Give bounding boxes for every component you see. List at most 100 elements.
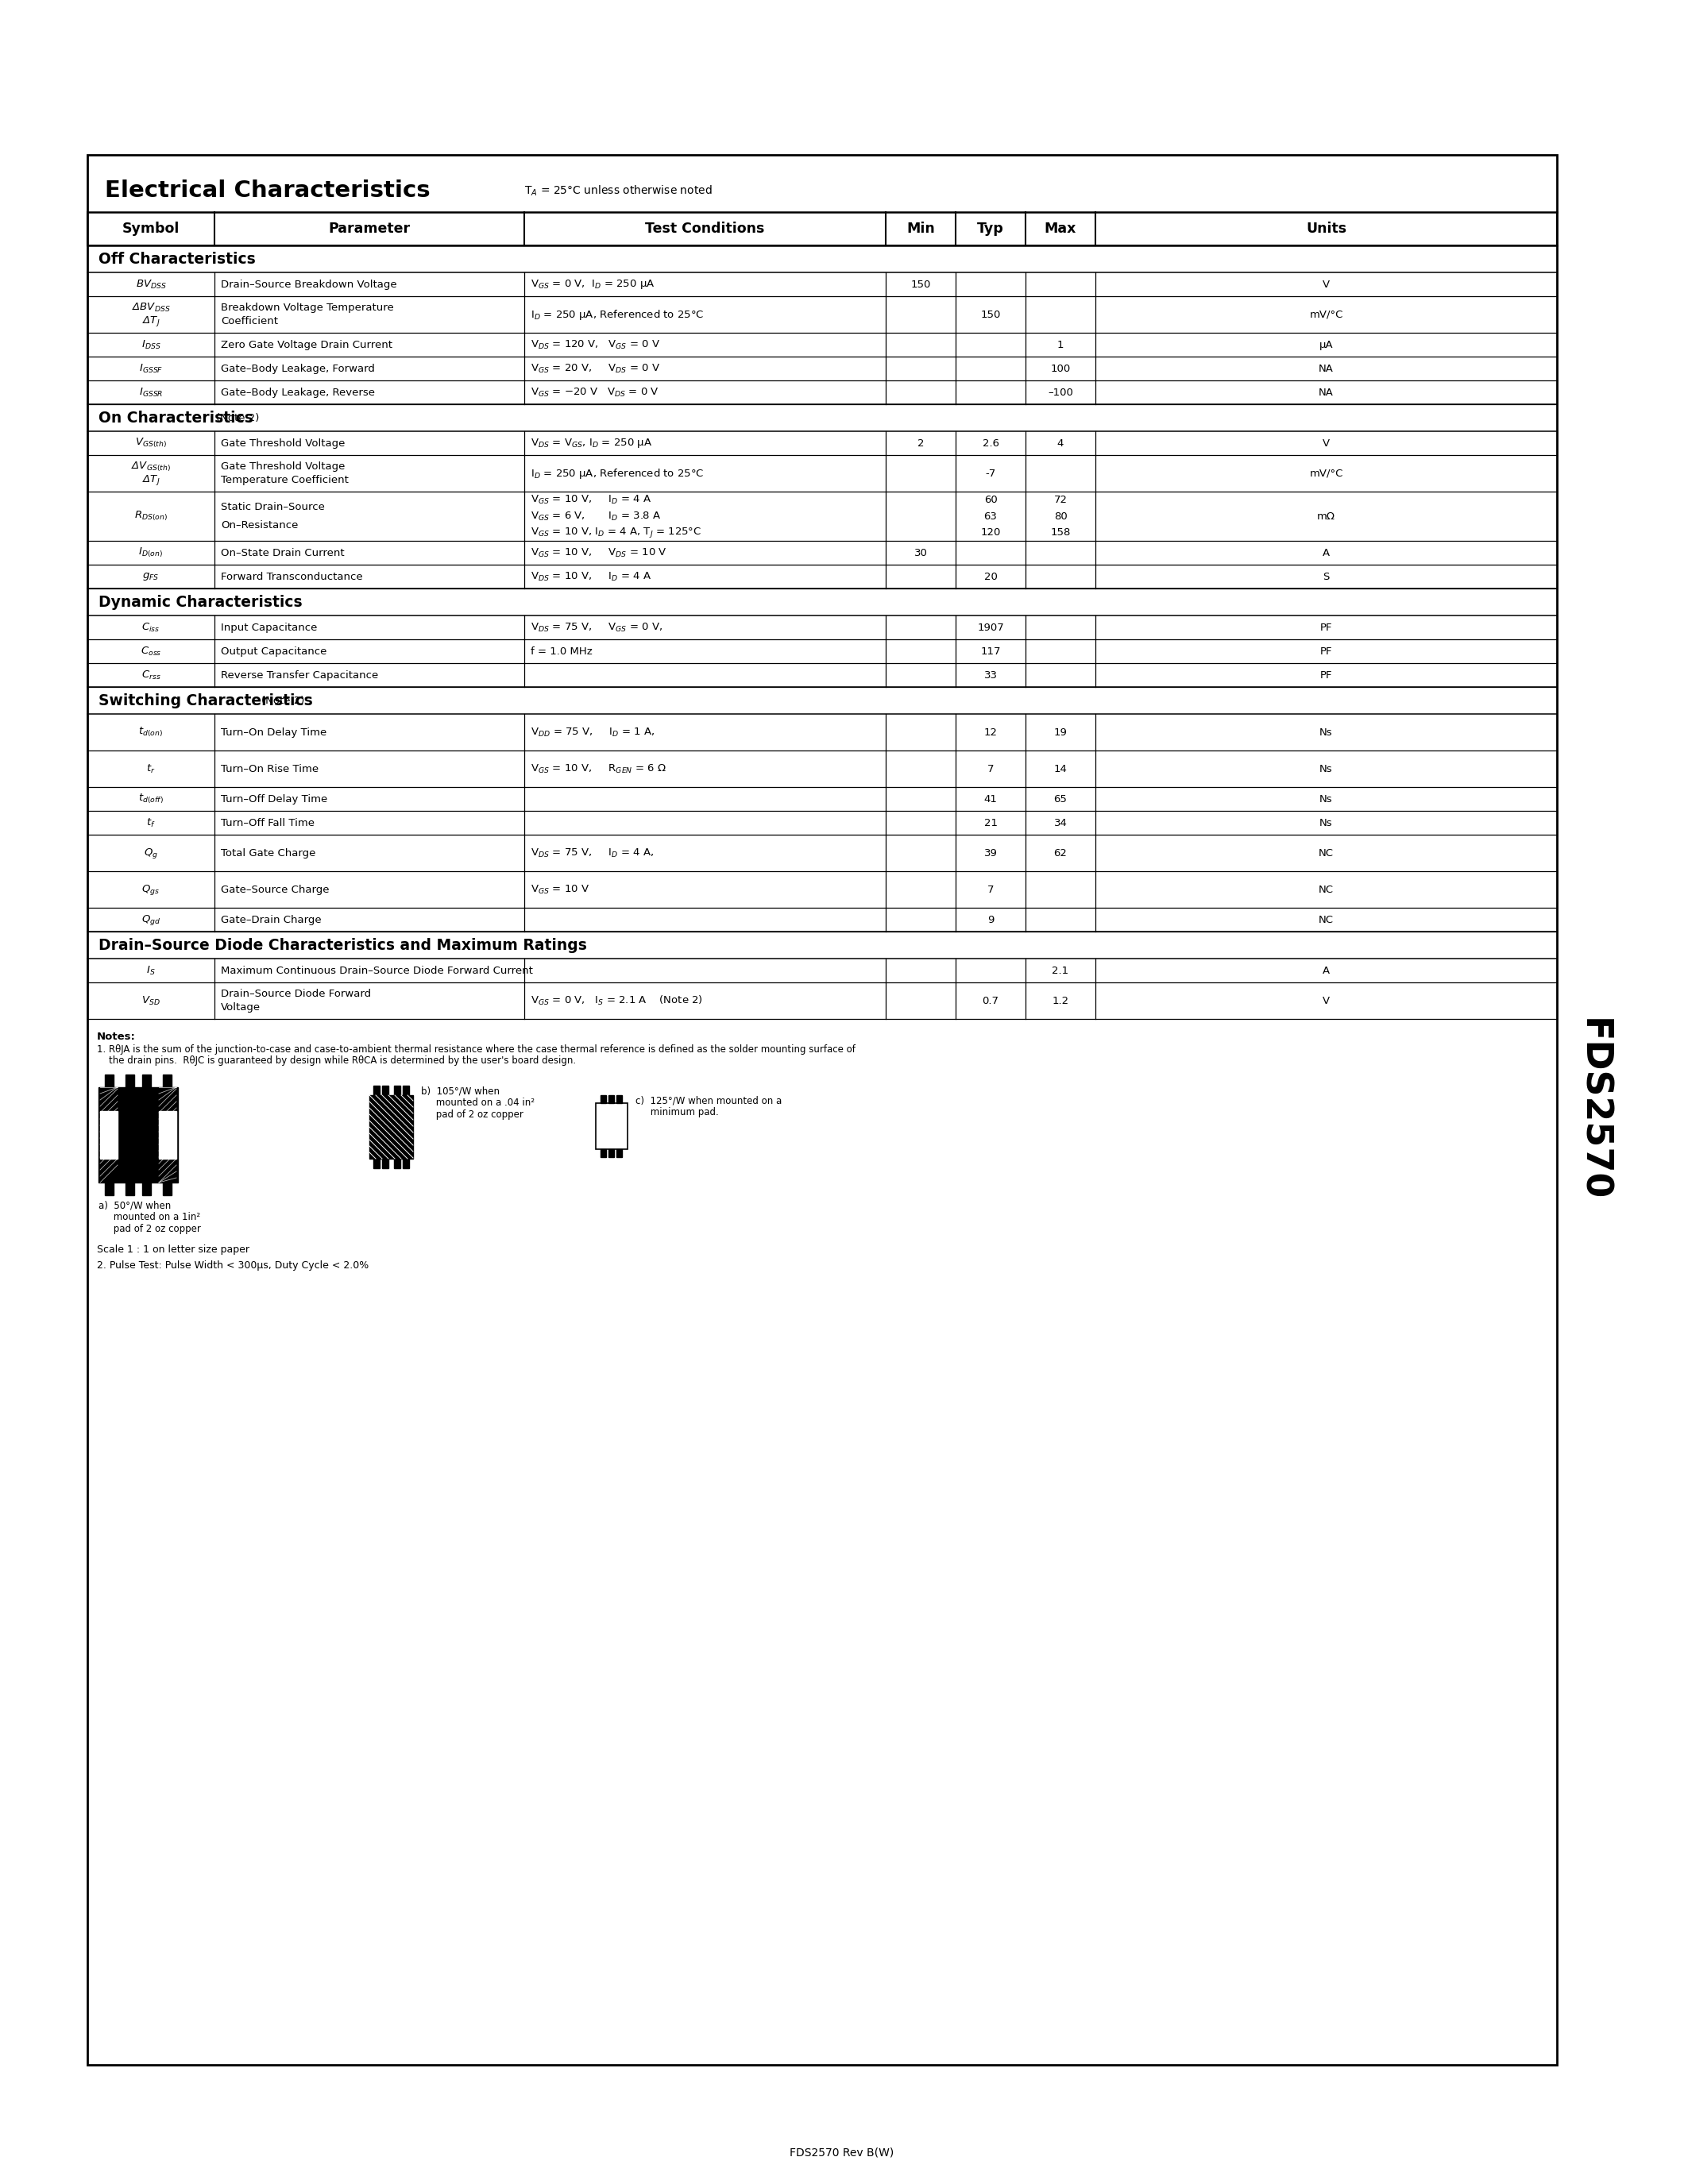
Text: C$_{iss}$: C$_{iss}$ <box>142 622 160 633</box>
Text: Drain–Source Diode Forward: Drain–Source Diode Forward <box>221 989 371 1000</box>
Text: 1907: 1907 <box>977 622 1004 633</box>
Text: 63: 63 <box>984 511 998 522</box>
Text: 41: 41 <box>984 793 998 804</box>
Text: 19: 19 <box>1053 727 1067 738</box>
Text: On–Resistance: On–Resistance <box>221 520 299 531</box>
Text: –100: –100 <box>1048 387 1074 397</box>
Text: 2: 2 <box>917 439 923 448</box>
Text: On–State Drain Current: On–State Drain Current <box>221 548 344 557</box>
Bar <box>381 1160 388 1168</box>
Text: BV$_{DSS}$: BV$_{DSS}$ <box>135 277 167 290</box>
Text: ΔBV$_{DSS}$: ΔBV$_{DSS}$ <box>132 301 170 314</box>
Text: 150: 150 <box>981 310 1001 319</box>
Text: Q$_{gs}$: Q$_{gs}$ <box>142 882 160 895</box>
Text: 100: 100 <box>1050 363 1070 373</box>
Bar <box>403 1085 408 1094</box>
Bar <box>88 155 1556 2064</box>
Text: Static Drain–Source: Static Drain–Source <box>221 502 324 513</box>
Text: 33: 33 <box>984 670 998 679</box>
Text: mΩ: mΩ <box>1317 511 1335 522</box>
Text: NA: NA <box>1318 387 1334 397</box>
Text: Gate–Body Leakage, Forward: Gate–Body Leakage, Forward <box>221 363 375 373</box>
Text: Turn–Off Fall Time: Turn–Off Fall Time <box>221 817 314 828</box>
Text: Off Characteristics: Off Characteristics <box>98 251 255 266</box>
Text: Gate–Drain Charge: Gate–Drain Charge <box>221 915 321 924</box>
Text: 2.1: 2.1 <box>1052 965 1069 976</box>
Text: 1.2: 1.2 <box>1052 996 1069 1007</box>
Text: V$_{GS}$ = 10 V,     I$_{D}$ = 4 A: V$_{GS}$ = 10 V, I$_{D}$ = 4 A <box>530 494 652 507</box>
Text: 1: 1 <box>1057 339 1063 349</box>
Text: Symbol: Symbol <box>122 221 179 236</box>
Text: 7: 7 <box>987 885 994 895</box>
Text: I$_{GSSR}$: I$_{GSSR}$ <box>138 387 164 397</box>
Text: 2.6: 2.6 <box>982 439 999 448</box>
Text: 9: 9 <box>987 915 994 924</box>
Bar <box>373 1160 380 1168</box>
Text: Gate–Source Charge: Gate–Source Charge <box>221 885 329 895</box>
Text: FDS2570: FDS2570 <box>1575 1018 1610 1201</box>
Text: T$_A$ = 25°C unless otherwise noted: T$_A$ = 25°C unless otherwise noted <box>525 183 712 197</box>
Text: 7: 7 <box>987 764 994 773</box>
Text: R$_{DS(on)}$: R$_{DS(on)}$ <box>133 509 167 522</box>
Text: V: V <box>1323 439 1330 448</box>
Text: Breakdown Voltage Temperature: Breakdown Voltage Temperature <box>221 304 393 312</box>
Bar <box>162 1075 172 1088</box>
Text: (Note 2): (Note 2) <box>216 413 258 424</box>
Text: NA: NA <box>1318 363 1334 373</box>
Text: Input Capacitance: Input Capacitance <box>221 622 317 633</box>
Bar <box>393 1085 400 1094</box>
Text: 30: 30 <box>913 548 927 557</box>
Text: PF: PF <box>1320 622 1332 633</box>
Text: V$_{GS}$ = 20 V,     V$_{DS}$ = 0 V: V$_{GS}$ = 20 V, V$_{DS}$ = 0 V <box>530 363 660 373</box>
Text: ΔT$_{J}$: ΔT$_{J}$ <box>142 314 160 328</box>
Text: ΔV$_{GS(th)}$: ΔV$_{GS(th)}$ <box>132 461 170 474</box>
Text: V$_{GS}$ = 10 V,     V$_{DS}$ = 10 V: V$_{GS}$ = 10 V, V$_{DS}$ = 10 V <box>530 546 667 559</box>
Bar <box>159 1112 176 1160</box>
Text: Gate Threshold Voltage: Gate Threshold Voltage <box>221 461 344 472</box>
Text: NC: NC <box>1318 885 1334 895</box>
Text: On Characteristics: On Characteristics <box>98 411 253 426</box>
Text: -7: -7 <box>986 467 996 478</box>
Text: 72: 72 <box>1053 496 1067 505</box>
Text: Scale 1 : 1 on letter size paper: Scale 1 : 1 on letter size paper <box>96 1245 250 1256</box>
Text: ΔT$_{J}$: ΔT$_{J}$ <box>142 474 160 487</box>
Text: b)  105°/W when
     mounted on a .04 in²
     pad of 2 oz copper: b) 105°/W when mounted on a .04 in² pad … <box>420 1085 535 1120</box>
Bar <box>596 1103 628 1149</box>
Bar <box>142 1182 150 1195</box>
Text: Gate–Body Leakage, Reverse: Gate–Body Leakage, Reverse <box>221 387 375 397</box>
Text: Voltage: Voltage <box>221 1002 260 1013</box>
Text: t$_{f}$: t$_{f}$ <box>147 817 155 828</box>
Text: 39: 39 <box>984 847 998 858</box>
Text: C$_{oss}$: C$_{oss}$ <box>140 644 162 657</box>
Text: Ns: Ns <box>1320 793 1334 804</box>
Text: 34: 34 <box>1053 817 1067 828</box>
Text: Zero Gate Voltage Drain Current: Zero Gate Voltage Drain Current <box>221 339 392 349</box>
Text: 1. RθJA is the sum of the junction-to-case and case-to-ambient thermal resistanc: 1. RθJA is the sum of the junction-to-ca… <box>96 1044 856 1055</box>
Text: Electrical Characteristics: Electrical Characteristics <box>105 179 430 201</box>
Text: mV/°C: mV/°C <box>1310 467 1344 478</box>
Text: t$_{d(on)}$: t$_{d(on)}$ <box>138 725 164 738</box>
Text: I$_{D(on)}$: I$_{D(on)}$ <box>138 546 164 559</box>
Text: V$_{GS}$ = 0 V,   I$_{S}$ = 2.1 A    (Note 2): V$_{GS}$ = 0 V, I$_{S}$ = 2.1 A (Note 2) <box>530 994 702 1007</box>
Text: μA: μA <box>1320 339 1334 349</box>
Text: Total Gate Charge: Total Gate Charge <box>221 847 316 858</box>
Text: Turn–On Rise Time: Turn–On Rise Time <box>221 764 319 773</box>
Text: 80: 80 <box>1053 511 1067 522</box>
Text: Parameter: Parameter <box>329 221 410 236</box>
Text: I$_{S}$: I$_{S}$ <box>147 965 155 976</box>
Text: Gate Threshold Voltage: Gate Threshold Voltage <box>221 439 344 448</box>
Bar <box>616 1094 621 1103</box>
Text: c)  125°/W when mounted on a
     minimum pad.: c) 125°/W when mounted on a minimum pad. <box>635 1094 782 1118</box>
Text: 150: 150 <box>910 280 930 290</box>
Bar <box>98 1088 177 1182</box>
Text: Drain–Source Diode Characteristics and Maximum Ratings: Drain–Source Diode Characteristics and M… <box>98 937 587 952</box>
Text: V$_{DS}$ = 10 V,     I$_{D}$ = 4 A: V$_{DS}$ = 10 V, I$_{D}$ = 4 A <box>530 570 652 583</box>
Text: mV/°C: mV/°C <box>1310 310 1344 319</box>
Text: A: A <box>1323 548 1330 557</box>
Text: Test Conditions: Test Conditions <box>645 221 765 236</box>
Bar <box>601 1149 606 1158</box>
Bar <box>608 1149 614 1158</box>
Text: t$_{d(off)}$: t$_{d(off)}$ <box>138 793 164 806</box>
Text: (Note 2): (Note 2) <box>262 695 304 705</box>
Text: Ns: Ns <box>1320 817 1334 828</box>
